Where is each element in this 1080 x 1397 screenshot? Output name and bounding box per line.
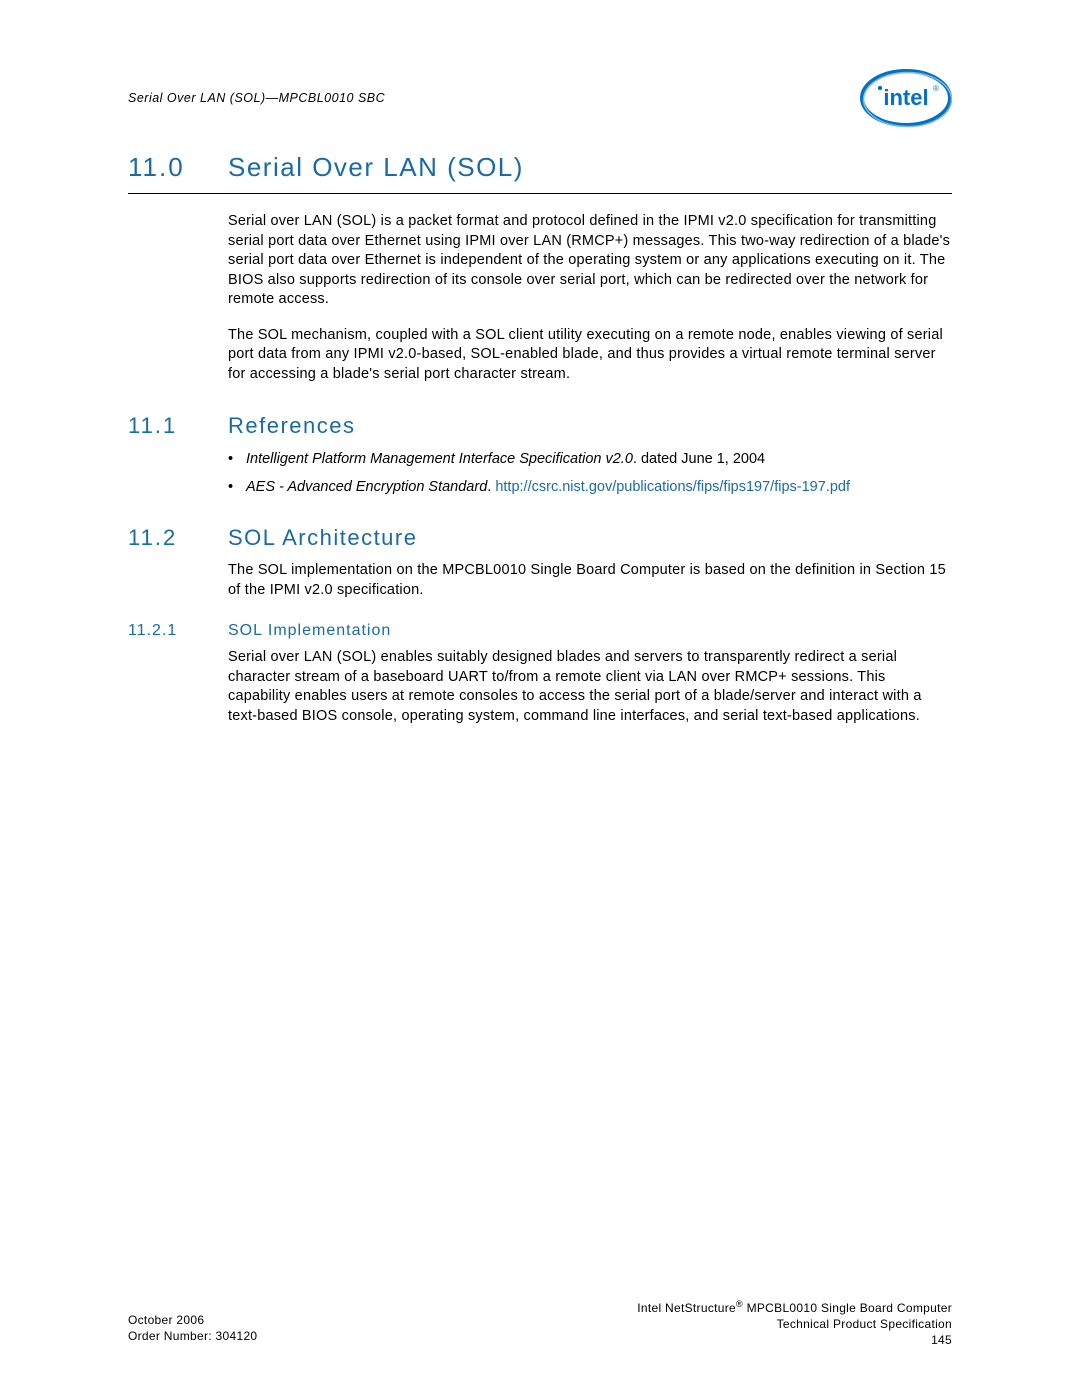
section-title: References: [228, 413, 356, 439]
section-number: 11.2: [128, 525, 228, 551]
section-number: 11.1: [128, 413, 228, 439]
svg-text:®: ®: [933, 84, 939, 93]
section-number: 11.0: [128, 152, 228, 183]
section-11-2-1-heading: 11.2.1 SOL Implementation: [128, 622, 952, 640]
section-title: SOL Architecture: [228, 525, 417, 551]
footer-right: Intel NetStructure® MPCBL0010 Single Boa…: [637, 1298, 952, 1349]
paragraph: Serial over LAN (SOL) is a packet format…: [228, 212, 952, 310]
reference-title: AES - Advanced Encryption Standard: [246, 479, 487, 495]
footer-date: October 2006: [128, 1312, 257, 1328]
page-header: Serial Over LAN (SOL)—MPCBL0010 SBC inte…: [128, 70, 952, 126]
footer-doc-title: Technical Product Specification: [637, 1316, 952, 1332]
list-item: • Intelligent Platform Management Interf…: [228, 449, 952, 469]
section-11-2-heading: 11.2 SOL Architecture: [128, 525, 952, 551]
impl-block: Serial over LAN (SOL) enables suitably d…: [228, 648, 952, 726]
reference-title: Intelligent Platform Management Interfac…: [246, 451, 633, 467]
intel-logo: intel ®: [860, 68, 952, 128]
svg-text:intel: intel: [883, 85, 928, 110]
list-item: • AES - Advanced Encryption Standard. ht…: [228, 477, 952, 497]
intro-block: Serial over LAN (SOL) is a packet format…: [228, 212, 952, 385]
paragraph: The SOL mechanism, coupled with a SOL cl…: [228, 326, 952, 385]
bullet-icon: •: [228, 477, 246, 497]
footer-left: October 2006 Order Number: 304120: [128, 1312, 257, 1344]
footer-product-line: Intel NetStructure® MPCBL0010 Single Boa…: [637, 1298, 952, 1316]
arch-block: The SOL implementation on the MPCBL0010 …: [228, 561, 952, 600]
reference-tail: . dated June 1, 2004: [633, 451, 765, 467]
section-title: SOL Implementation: [228, 622, 391, 640]
section-number: 11.2.1: [128, 622, 228, 640]
references-list: • Intelligent Platform Management Interf…: [228, 449, 952, 498]
footer-page-number: 145: [637, 1332, 952, 1348]
section-11-1-heading: 11.1 References: [128, 413, 952, 439]
section-11-0-heading: 11.0 Serial Over LAN (SOL): [128, 152, 952, 194]
paragraph: The SOL implementation on the MPCBL0010 …: [228, 561, 952, 600]
footer-order-number: Order Number: 304120: [128, 1328, 257, 1344]
reference-link[interactable]: http://csrc.nist.gov/publications/fips/f…: [495, 479, 850, 495]
section-title: Serial Over LAN (SOL): [228, 152, 524, 183]
paragraph: Serial over LAN (SOL) enables suitably d…: [228, 648, 952, 726]
running-title: Serial Over LAN (SOL)—MPCBL0010 SBC: [128, 91, 385, 105]
bullet-icon: •: [228, 449, 246, 469]
